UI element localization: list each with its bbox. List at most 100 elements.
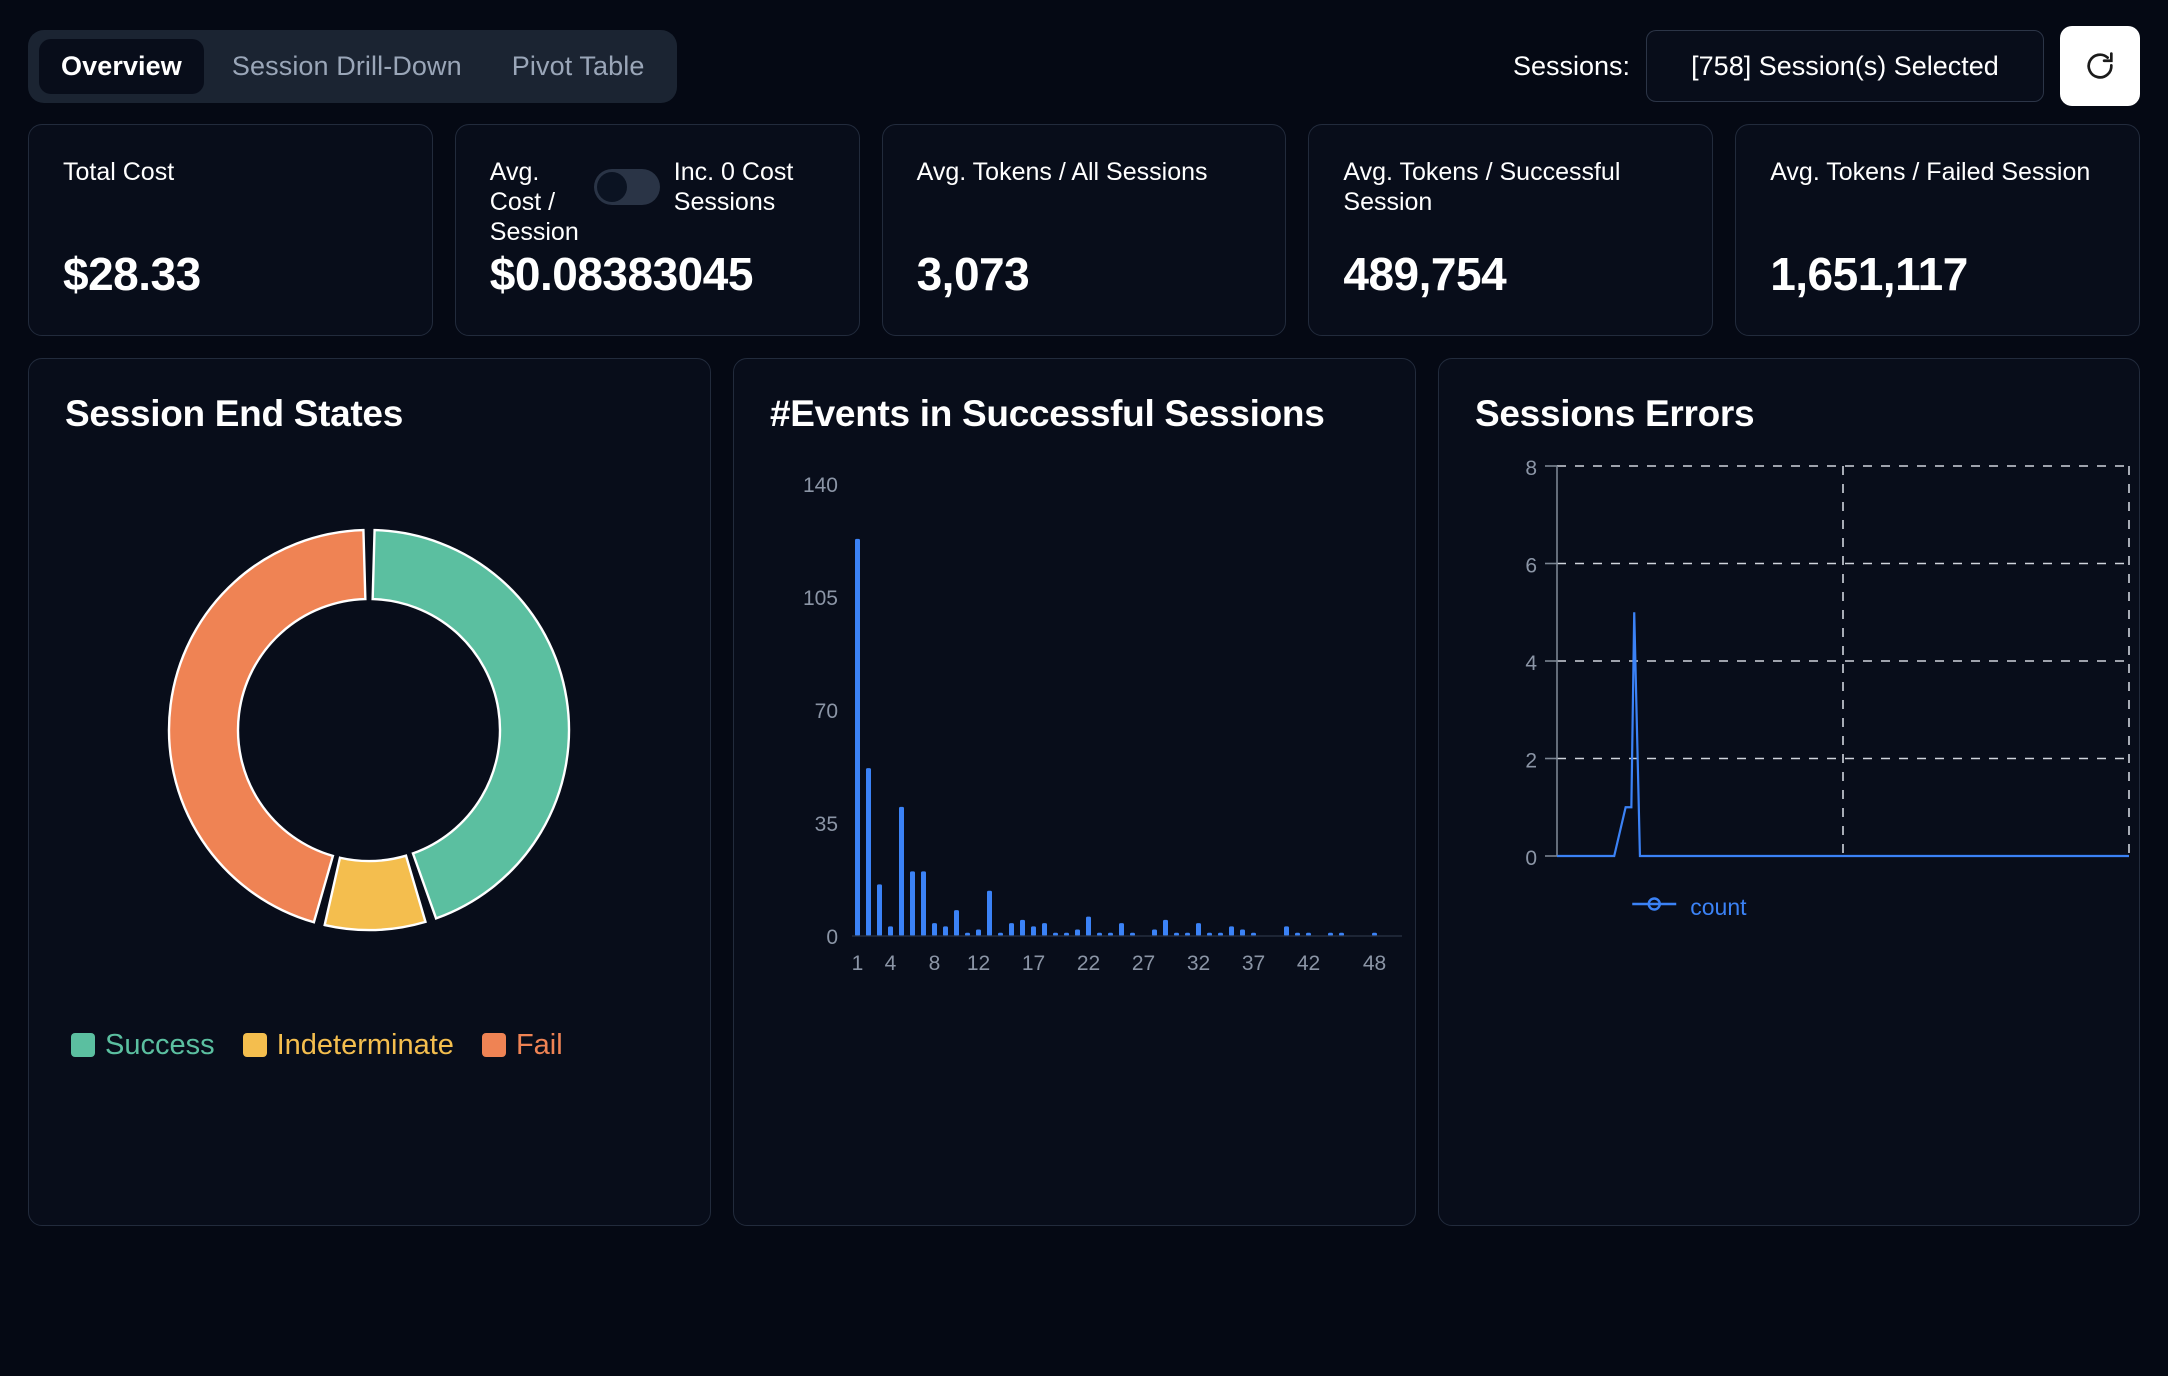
bar[interactable]: [1075, 929, 1080, 936]
bar[interactable]: [855, 538, 860, 936]
x-tick-label: 12: [967, 952, 990, 975]
metric-value: 1,651,117: [1770, 248, 1968, 300]
bar[interactable]: [987, 890, 992, 936]
bar[interactable]: [1306, 932, 1311, 936]
refresh-icon: [2087, 52, 2113, 79]
y-tick-label: 0: [826, 926, 838, 949]
x-tick-label: 42: [1297, 952, 1320, 975]
y-tick-label: 8: [1525, 457, 1537, 480]
metric-card-avg-cost-session: Avg. Cost / Session Inc. 0 Cost Sessions…: [454, 124, 860, 336]
legend-circle-marker: [1647, 897, 1661, 911]
panel-title: Session End States: [65, 393, 403, 434]
panel-session-end-states: Session End States Success Indeterminate…: [28, 358, 711, 1226]
metric-header: Total Cost: [63, 157, 398, 187]
bar[interactable]: [1119, 922, 1124, 936]
donut-slice-success[interactable]: [371, 528, 571, 920]
bar[interactable]: [1295, 932, 1300, 936]
bar[interactable]: [1108, 932, 1113, 936]
bar[interactable]: [954, 910, 959, 936]
errors-line-chart: 0 2 4 6 8 count: [1525, 457, 2130, 920]
bar[interactable]: [1229, 926, 1234, 936]
metric-header: Avg. Tokens / All Sessions: [917, 157, 1252, 187]
bar[interactable]: [1042, 922, 1047, 936]
legend-label-fail: Fail: [515, 1028, 563, 1061]
metric-title: Total Cost: [63, 158, 175, 186]
metric-header: Avg. Tokens / Successful Session: [1343, 157, 1678, 217]
bar[interactable]: [866, 768, 871, 936]
chart-panels: Session End States Success Indeterminate…: [28, 358, 2140, 1226]
bar[interactable]: [921, 871, 926, 936]
y-tick-label: 6: [1525, 554, 1537, 577]
metric-value: $28.33: [63, 248, 201, 300]
tab-overview[interactable]: Overview: [39, 38, 204, 94]
bar[interactable]: [1339, 932, 1344, 936]
donut-chart-wrap: [29, 458, 710, 1003]
x-tick-label: 1: [852, 952, 864, 975]
x-tick-label: 8: [929, 952, 941, 975]
bar[interactable]: [932, 922, 937, 936]
toggle-knob: [596, 172, 627, 202]
bar[interactable]: [1284, 926, 1289, 936]
metric-cards: Total Cost $28.33 Avg. Cost / Session In…: [28, 124, 2140, 336]
bar[interactable]: [976, 929, 981, 936]
y-tick-label: 70: [815, 700, 838, 723]
errors-chart-wrap: 0 2 4 6 8 count: [1439, 436, 2139, 1001]
x-tick-label: 22: [1077, 952, 1100, 975]
legend-item-fail[interactable]: Fail: [481, 1028, 563, 1062]
metric-card-avg-tokens-successful: Avg. Tokens / Successful Session 489,754: [1308, 124, 1714, 336]
legend-item-indeterminate[interactable]: Indeterminate: [242, 1029, 454, 1062]
y-tick-label: 4: [1525, 652, 1537, 675]
bar[interactable]: [877, 884, 882, 936]
include-zero-cost-toggle[interactable]: [593, 169, 660, 205]
bar[interactable]: [888, 926, 893, 936]
tab-session-drill-down[interactable]: Session Drill-Down: [231, 50, 462, 81]
bar[interactable]: [1086, 916, 1091, 936]
bar[interactable]: [1218, 932, 1223, 936]
bar[interactable]: [1163, 919, 1168, 936]
refresh-button[interactable]: [2060, 26, 2140, 106]
metric-value: $0.08383045: [489, 248, 754, 300]
bar[interactable]: [1031, 926, 1036, 936]
bar[interactable]: [1251, 932, 1256, 936]
bar[interactable]: [1207, 932, 1212, 936]
bar[interactable]: [1053, 932, 1058, 936]
header-bar: Overview Session Drill-Down Pivot Table …: [28, 0, 2140, 106]
x-tick-label: 17: [1022, 952, 1045, 975]
metric-card-total-cost: Total Cost $28.33: [28, 124, 433, 336]
metric-header: Avg. Cost / Session Inc. 0 Cost Sessions: [490, 157, 825, 247]
bar[interactable]: [1328, 932, 1333, 936]
bar[interactable]: [1240, 929, 1245, 936]
bar[interactable]: [1130, 932, 1135, 936]
sessions-select[interactable]: [758] Session(s) Selected: [1646, 30, 2044, 102]
legend-item-success[interactable]: Success: [71, 1029, 215, 1062]
panel-title: Sessions Errors: [1475, 393, 1755, 434]
bar[interactable]: [1196, 922, 1201, 936]
metric-value: 489,754: [1343, 248, 1507, 300]
bar[interactable]: [899, 806, 904, 936]
events-chart-wrap: 0 35 70 105 140 1 4 8 12 17 22 27 32 37 42 48: [734, 436, 1415, 1061]
bar[interactable]: [1372, 932, 1377, 936]
bar[interactable]: [1097, 932, 1102, 936]
series-line-count[interactable]: [1557, 612, 2129, 858]
bar[interactable]: [1064, 932, 1069, 936]
bar[interactable]: [965, 932, 970, 936]
bar[interactable]: [1185, 932, 1190, 936]
donut-slice-fail[interactable]: [167, 528, 367, 924]
metric-value: 3,073: [916, 248, 1030, 300]
donut-slice-indeterminate[interactable]: [323, 854, 427, 932]
metric-title: Avg. Tokens / Failed Session: [1770, 158, 2091, 186]
bar[interactable]: [1174, 932, 1179, 936]
bar[interactable]: [910, 871, 915, 936]
tab-bar: Overview Session Drill-Down Pivot Table: [28, 29, 678, 103]
bar[interactable]: [943, 926, 948, 936]
bar[interactable]: [998, 932, 1003, 936]
legend-label-success: Success: [105, 1028, 215, 1061]
tab-pivot-table[interactable]: Pivot Table: [511, 50, 645, 81]
bar[interactable]: [1152, 929, 1157, 936]
bar[interactable]: [1020, 919, 1025, 936]
metric-title: Avg. Tokens / All Sessions: [916, 158, 1208, 186]
x-tick-label: 27: [1132, 952, 1155, 975]
legend-swatch-indeterminate: [242, 1033, 267, 1058]
bar[interactable]: [1009, 922, 1014, 936]
